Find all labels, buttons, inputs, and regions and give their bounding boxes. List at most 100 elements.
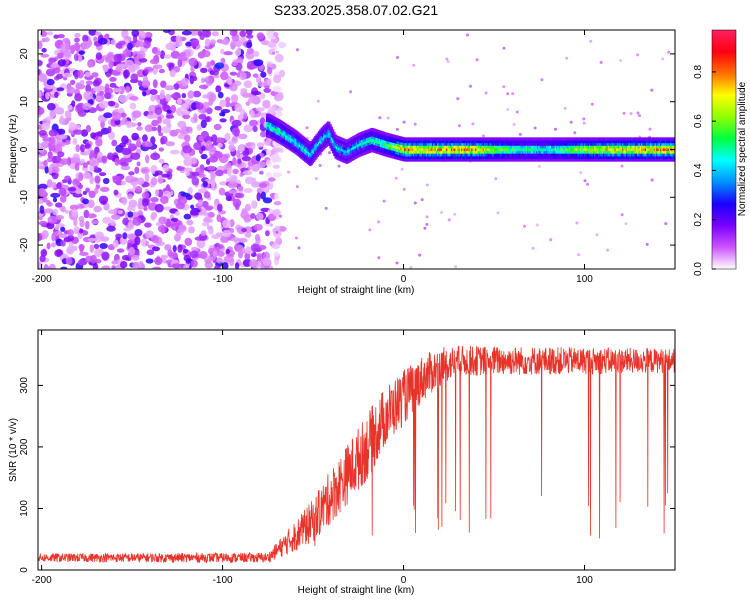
spectrogram-cell [378,116,382,120]
spectrogram-cell [448,155,451,159]
spectrogram-cell [425,158,428,162]
x-tick-label: 0 [401,575,407,586]
spectrogram-cell [338,149,341,153]
spectrogram-cell [594,153,597,157]
spectrogram-cell [635,153,639,157]
spectrogram-cell [230,94,239,103]
spectrogram-cell [210,171,216,180]
spectrogram-cell [353,143,356,147]
spectrogram-cell [272,38,280,43]
spectrogram-cell [307,140,311,144]
spectrogram-cell [429,137,432,141]
spectrogram-cell [544,153,548,157]
spectrogram-cell [273,116,276,120]
spectrogram-cell [183,167,193,172]
spectrogram-cell [38,106,45,115]
spectrogram-cell [256,192,261,202]
spectrogram-cell [309,157,312,161]
spectrogram-cell [524,137,527,141]
spectrogram-cell [294,236,298,240]
spectrogram-cell [624,147,627,152]
spectrogram-cell [54,91,59,99]
spectrogram-cell [521,150,525,154]
spectrogram-cell [413,122,417,126]
spectrogram-cell [282,122,285,126]
spectrogram-cell [273,201,282,206]
spectrogram-cell [638,150,641,154]
spectrogram-cell [639,155,643,159]
spectrogram-cell [170,104,177,114]
spectrogram-cell [577,147,580,152]
spectrogram-cell [256,212,264,221]
spectrogram-cell [613,150,616,154]
spectrogram-cell [204,38,211,48]
spectrogram-cell [605,147,608,152]
spectrogram-cell [91,72,99,78]
spectrogram-cell [653,140,656,144]
spectrogram-cell [549,238,553,242]
spectrogram-cell [506,108,510,111]
spectrogram-cell [52,208,59,216]
spectrogram-cell [350,147,354,151]
spectrogram-cell [457,155,460,159]
spectrogram-cell [354,147,358,151]
spectrogram-cell [358,135,361,139]
spectrogram-cell [604,158,607,162]
spectrogram-cell [571,142,574,146]
spectrogram-cell [506,145,510,149]
spectrogram-cell [457,147,460,152]
spectrogram-cell [505,155,508,159]
spectrogram-cell [405,140,408,144]
spectrogram-cell [304,137,307,141]
spectrogram-cell [575,153,578,157]
spectrogram-cell [615,147,618,152]
spectrogram-cell [638,114,641,118]
spectrogram-cell [307,154,311,158]
spectrogram-cell [651,153,654,157]
spectrogram-cell [632,158,635,162]
spectrogram-cell [304,153,307,157]
spectrogram-cell [448,145,451,149]
spectrogram-cell [443,150,446,154]
spectrogram-cell [271,123,274,127]
spectrogram-cell [495,145,498,149]
spectrogram-cell [573,140,577,144]
spectrogram-cell [307,161,311,166]
spectrogram-cell [402,139,406,143]
spectrogram-cell [304,145,307,149]
spectrogram-cell [82,102,92,111]
spectrogram-cell [269,122,273,126]
spectrogram-cell [174,211,180,216]
spectrogram-cell [414,155,417,159]
spectrogram-cell [529,155,532,159]
spectrogram-cell [377,135,380,139]
spectrogram-cell [670,155,673,159]
spectrogram-cell [38,40,43,50]
spectrogram-cell [463,147,466,152]
spectrogram-cell [214,169,224,177]
spectrogram-cell [635,142,639,146]
spectrogram-cell [665,155,668,159]
spectrogram-cell [169,149,180,155]
spectrogram-cell [198,84,209,90]
spectrogram-cell [42,196,48,203]
spectrogram-cell [514,153,517,157]
spectrogram-cell [411,153,415,157]
spectrogram-cell [381,139,384,143]
spectrogram-cell [529,150,532,154]
spectrogram-cell [345,160,349,164]
spectrogram-cell [462,137,465,141]
spectrogram-cell [381,133,384,138]
spectrogram-cell [425,150,428,154]
spectrogram-cell [516,147,520,152]
spectrogram-cell [339,145,342,149]
spectrogram-cell [556,158,559,162]
spectrogram-cell [647,140,650,144]
spectrogram-cell [426,155,430,159]
spectrogram-cell [457,153,460,157]
spectrogram-cell [449,158,453,162]
spectrogram-cell [438,158,441,162]
spectrogram-cell [601,147,605,152]
spectrogram-cell [136,50,146,59]
